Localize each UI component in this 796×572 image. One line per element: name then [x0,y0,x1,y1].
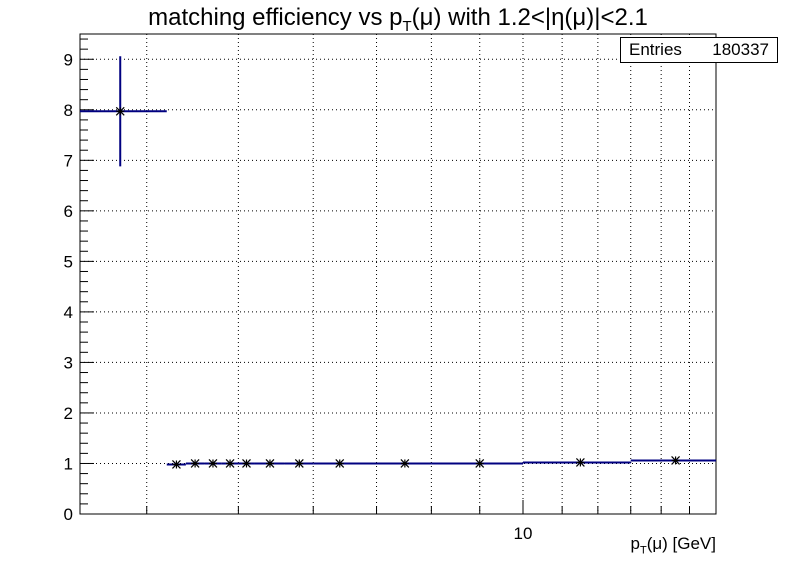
data-point-marker [265,459,275,468]
data-point-marker [575,458,585,467]
plot-frame [79,33,717,515]
y-tick-label: 8 [64,101,73,120]
y-tick-label: 0 [64,505,73,524]
chart-title-subscript: T [402,17,412,35]
data-point-marker [294,459,304,468]
data-point-marker [242,459,251,468]
data-point-marker [172,460,181,469]
data-point-marker [671,456,681,465]
data-point-marker [190,459,200,468]
data-point-marker [208,459,218,468]
chart-title-suffix: (μ) with 1.2<|η(μ)|<2.1 [411,4,648,31]
x-tick-label: 10 [514,524,533,543]
data-point-marker [225,459,235,468]
data-point-marker [335,459,345,468]
x-axis-label: pT(μ) [GeV] [630,534,716,556]
data-point-marker [475,459,485,468]
x-axis-label-subscript: T [639,544,647,557]
data-point-marker [400,459,410,468]
x-axis-label-suffix: (μ) [GeV] [646,534,716,553]
y-tick-label: 4 [64,303,73,322]
y-tick-label: 7 [64,151,73,170]
x-axis-label-main: p [630,534,640,553]
stats-entries-value: 180337 [712,40,769,59]
y-tick-label: 1 [64,454,73,473]
y-tick-label: 5 [64,252,73,271]
y-tick-label: 3 [64,353,73,372]
chart-title: matching efficiency vs pT(μ) with 1.2<|η… [0,4,796,35]
y-tick-label: 6 [64,202,73,221]
y-tick-label: 9 [64,50,73,69]
data-point-marker [115,106,125,116]
y-tick-label: 2 [64,404,73,423]
stats-entries-label: Entries [629,40,682,59]
chart-title-main: matching efficiency vs p [148,4,403,31]
stats-box: Entries 180337 [620,37,778,63]
